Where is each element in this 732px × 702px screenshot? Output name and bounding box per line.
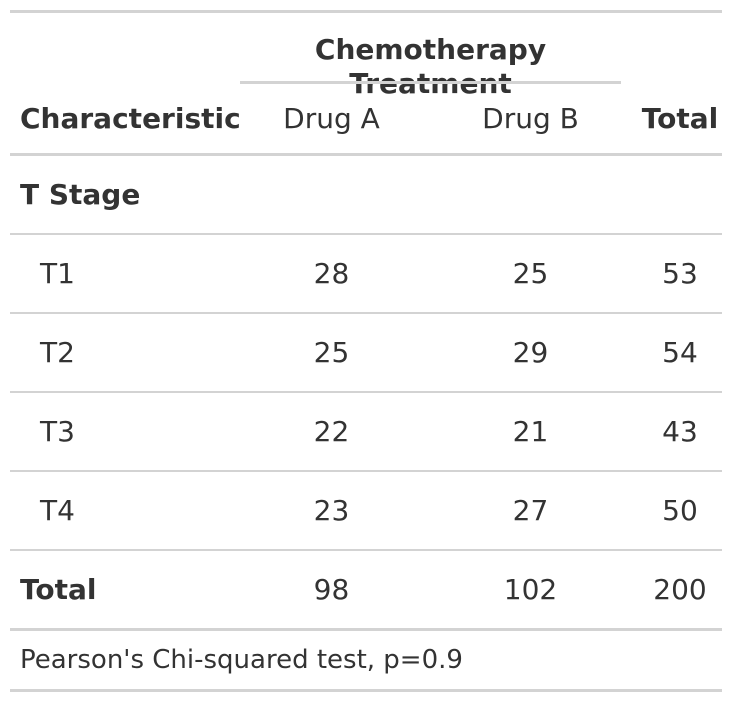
row-divider xyxy=(10,549,722,551)
cell-drug-b: 21 xyxy=(512,415,549,448)
row-divider xyxy=(10,233,722,235)
cell-drug-b: 29 xyxy=(512,336,549,369)
group-row-t-stage: T Stage xyxy=(10,156,722,233)
cell-drug-a: 23 xyxy=(313,494,350,527)
table-top-rule xyxy=(10,10,722,13)
column-header-row: Characteristic Drug A Drug B Total xyxy=(10,84,722,153)
cell-drug-b: 25 xyxy=(512,257,549,290)
cell-total: 54 xyxy=(662,336,698,369)
row-label: T3 xyxy=(40,415,75,448)
group-label: T Stage xyxy=(20,178,141,211)
cell-drug-a: 28 xyxy=(313,257,350,290)
total-row-label: Total xyxy=(20,573,97,606)
cell-total: 43 xyxy=(662,415,698,448)
cell-total: 50 xyxy=(662,494,698,527)
column-header-drug-b: Drug B xyxy=(482,102,579,135)
table-row: T1 28 25 53 xyxy=(10,235,722,312)
spanner-rule xyxy=(240,81,621,84)
total-row: Total 98 102 200 xyxy=(10,551,722,628)
row-divider xyxy=(10,470,722,472)
row-divider xyxy=(10,391,722,393)
table-footnote: Pearson's Chi-squared test, p=0.9 xyxy=(20,645,463,675)
row-divider xyxy=(10,312,722,314)
spanner-row: Chemotherapy Treatment xyxy=(10,13,722,100)
table-row: T4 23 27 50 xyxy=(10,472,722,549)
summary-table: Chemotherapy Treatment Characteristic Dr… xyxy=(10,10,722,692)
cell-drug-a: 25 xyxy=(313,336,350,369)
total-cell-total: 200 xyxy=(653,573,707,606)
total-cell-drug-b: 102 xyxy=(503,573,558,606)
spanner-label: Chemotherapy Treatment xyxy=(314,33,547,100)
table-bottom-rule xyxy=(10,689,722,692)
column-header-total: Total xyxy=(641,102,719,135)
cell-total: 53 xyxy=(662,257,698,290)
row-label: T2 xyxy=(40,336,75,369)
column-header-drug-a: Drug A xyxy=(283,102,380,135)
table-row: T3 22 21 43 xyxy=(10,393,722,470)
total-cell-drug-a: 98 xyxy=(313,573,350,606)
cell-drug-b: 27 xyxy=(512,494,549,527)
row-label: T1 xyxy=(40,257,75,290)
row-label: T4 xyxy=(40,494,75,527)
column-header-characteristic: Characteristic xyxy=(20,102,241,135)
body-bottom-rule xyxy=(10,628,722,631)
header-rule xyxy=(10,153,722,156)
cell-drug-a: 22 xyxy=(313,415,350,448)
table-row: T2 25 29 54 xyxy=(10,314,722,391)
column-spanner: Chemotherapy Treatment xyxy=(240,13,621,100)
